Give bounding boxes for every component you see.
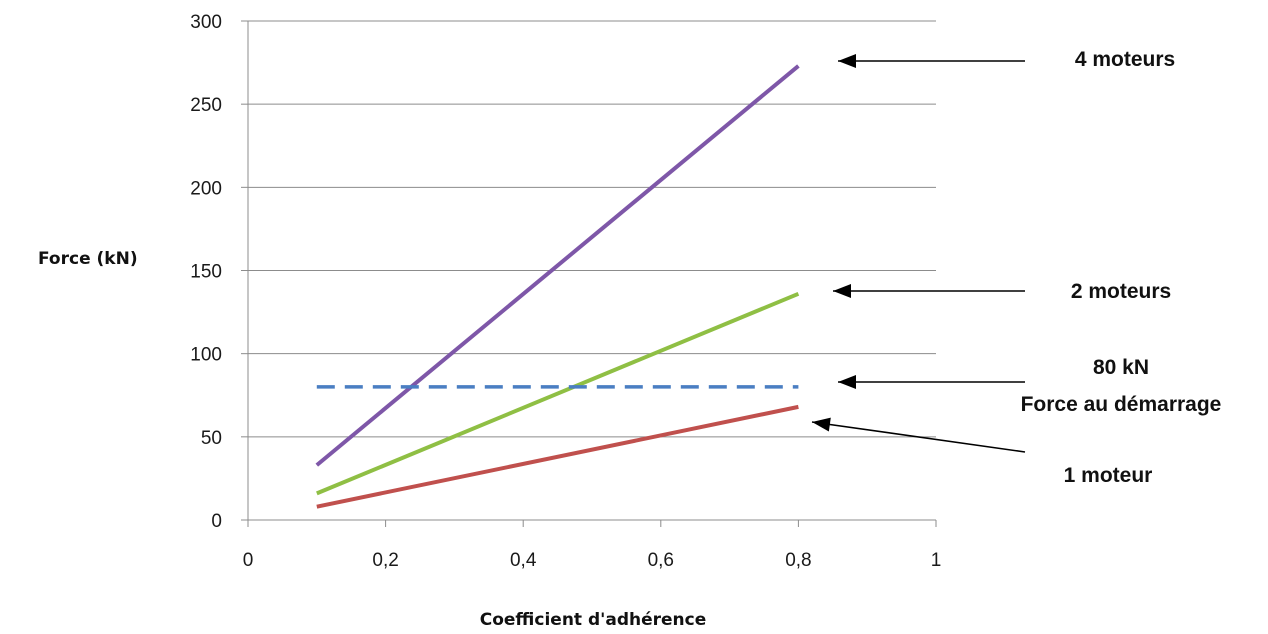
annotation-label: 1 moteur bbox=[1064, 464, 1153, 487]
annotation-arrow-line bbox=[811, 421, 1026, 453]
y-tick-label: 150 bbox=[190, 262, 222, 283]
gridlines bbox=[248, 20, 936, 438]
x-tick-labels: 0 0,2 0,4 0,6 0,8 1 bbox=[243, 550, 942, 571]
x-tick-label: 0 bbox=[243, 550, 254, 571]
y-axis-title: Force (kN) bbox=[38, 249, 138, 269]
series-line-4 bbox=[316, 404, 799, 509]
x-tick-label: 1 bbox=[931, 550, 942, 571]
y-tick-labels: 0 50 100 150 200 250 300 bbox=[190, 12, 222, 532]
series-line-1 bbox=[315, 64, 800, 467]
y-tick-label: 50 bbox=[201, 428, 222, 449]
series-lines bbox=[315, 64, 800, 509]
annotation-arrowhead bbox=[838, 54, 856, 68]
annotation-label: 2 moteurs bbox=[1071, 280, 1171, 303]
y-tick-label: 250 bbox=[190, 95, 222, 116]
series-line-2 bbox=[316, 291, 800, 496]
y-tick-label: 200 bbox=[190, 178, 222, 199]
x-axis-title: Coefficient d'adhérence bbox=[480, 610, 707, 630]
annotation-arrowhead bbox=[812, 417, 831, 432]
annotation-label: 4 moteurs bbox=[1075, 48, 1175, 71]
x-tick-label: 0,4 bbox=[510, 550, 537, 571]
annotation-arrowhead bbox=[838, 375, 856, 389]
annotation-label: Force au démarrage bbox=[1021, 393, 1222, 416]
y-tick-label: 0 bbox=[211, 511, 222, 532]
y-tick-label: 300 bbox=[190, 12, 222, 33]
annotation-arrowhead bbox=[833, 284, 851, 298]
annotations: 4 moteurs 2 moteurs 80 kN Force au démarrag… bbox=[811, 48, 1222, 487]
x-tick-label: 0,6 bbox=[648, 550, 674, 571]
annotation-label: 80 kN bbox=[1093, 356, 1149, 379]
x-tick-label: 0,8 bbox=[785, 550, 811, 571]
axes bbox=[241, 20, 937, 527]
y-tick-label: 100 bbox=[190, 345, 222, 366]
x-tick-label: 0,2 bbox=[372, 550, 398, 571]
